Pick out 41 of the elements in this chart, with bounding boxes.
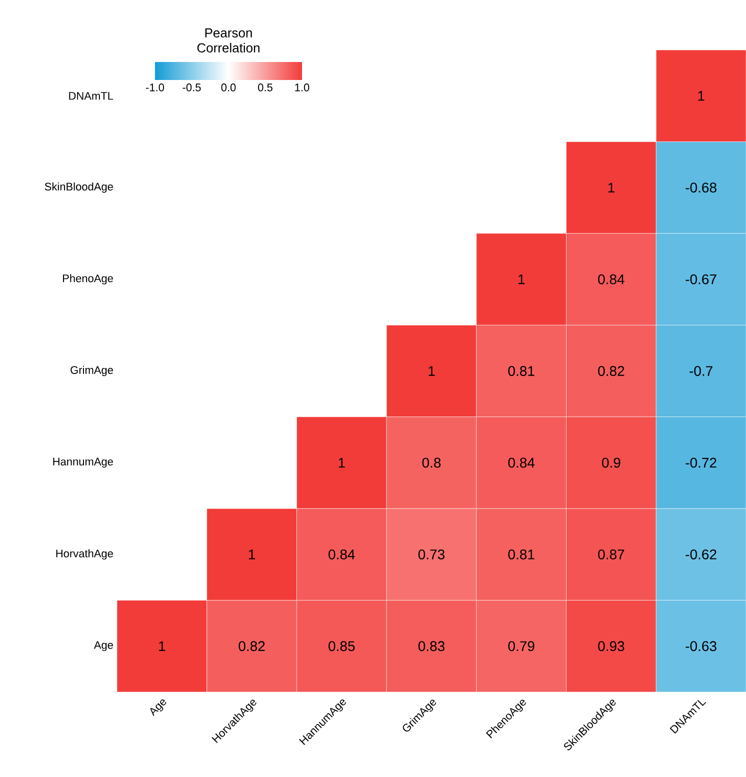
y-tick-label: SkinBloodAge	[44, 182, 113, 193]
y-tick-label: HorvathAge	[56, 549, 113, 560]
color-bar-label: -1.0	[146, 84, 164, 92]
color-bar-label: 0.5	[258, 84, 272, 92]
color-bar-label: 1.0	[295, 84, 310, 92]
y-tick-label: GrimAge	[70, 366, 113, 376]
data-label: 0.87	[598, 549, 624, 560]
data-label: 0.84	[508, 458, 535, 468]
data-label: 0.84	[328, 549, 355, 560]
data-label: 0.81	[508, 549, 534, 560]
color-bar-label: -0.5	[182, 84, 201, 92]
data-label: 1	[428, 366, 435, 376]
data-label: 0.73	[418, 549, 444, 560]
data-label: 0.82	[238, 641, 265, 652]
x-tick-label: Age	[150, 699, 166, 716]
data-label: 0.81	[508, 366, 534, 376]
data-label: 0.93	[598, 641, 624, 652]
y-tick-label: DNAmTL	[69, 92, 114, 100]
data-label: -0.68	[686, 182, 716, 193]
color-bar-title: Pearson Correlation	[197, 28, 260, 52]
y-tick-label: HannumAge	[53, 458, 113, 468]
data-label: 1	[608, 182, 614, 192]
data-label: -0.7	[690, 366, 712, 376]
data-label: 1	[159, 641, 166, 651]
data-label: 0.79	[508, 641, 534, 652]
data-label: 0.85	[328, 641, 355, 652]
color-bar-label: 0.0	[221, 84, 236, 92]
data-label: 0.8	[422, 458, 441, 468]
data-label: 0.83	[418, 641, 444, 652]
y-tick-label: PhenoAge	[62, 274, 113, 284]
data-label: 0.84	[598, 274, 624, 284]
data-label: -0.72	[686, 458, 716, 468]
data-label: 0.82	[598, 366, 624, 376]
data-label: -0.63	[686, 641, 716, 652]
y-tick-label: Age	[94, 641, 113, 652]
data-label: 0.9	[602, 458, 620, 468]
data-label: 1	[518, 274, 525, 284]
data-label: 1	[338, 458, 345, 468]
data-label: -0.62	[686, 549, 716, 560]
data-label: 1	[248, 550, 255, 560]
data-label: 1	[698, 91, 704, 101]
